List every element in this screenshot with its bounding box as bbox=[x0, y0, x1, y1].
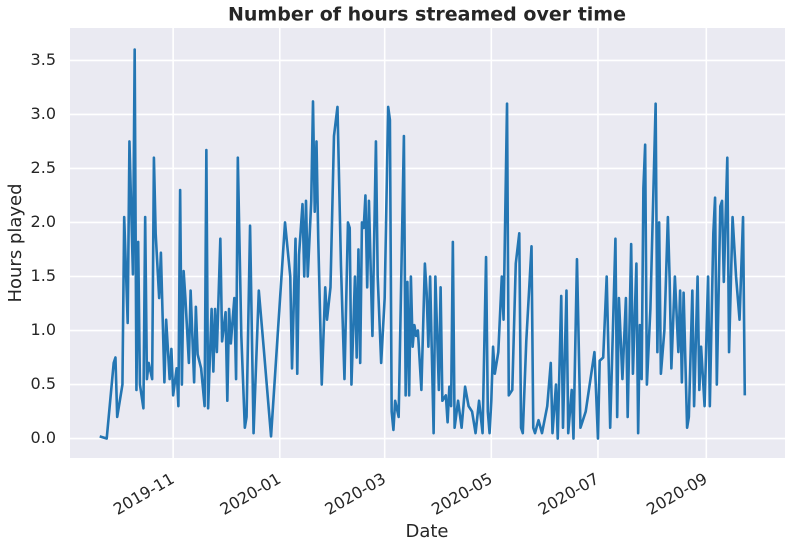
y-tick-label: 3.0 bbox=[31, 104, 56, 123]
x-tick-label: 2020-07 bbox=[535, 469, 602, 519]
y-tick-label: 3.5 bbox=[31, 50, 56, 69]
y-tick-label: 1.5 bbox=[31, 266, 56, 285]
y-tick-label: 0.5 bbox=[31, 374, 56, 393]
x-tick-label: 2019-11 bbox=[110, 469, 177, 519]
x-tick-label: 2020-05 bbox=[428, 469, 495, 519]
data-line bbox=[99, 48, 747, 440]
x-axis-label: Date bbox=[405, 521, 448, 542]
x-tick-label: 2020-09 bbox=[643, 469, 710, 519]
y-tick-label: 2.0 bbox=[31, 212, 56, 231]
y-axis-label: Hours played bbox=[5, 183, 26, 302]
x-tick-label: 2020-01 bbox=[217, 469, 284, 519]
y-tick-label: 0.0 bbox=[31, 428, 56, 447]
x-tick-label: 2020-03 bbox=[322, 469, 389, 519]
y-tick-label: 1.0 bbox=[31, 320, 56, 339]
chart-title: Number of hours streamed over time bbox=[228, 4, 626, 26]
y-tick-label: 2.5 bbox=[31, 158, 56, 177]
